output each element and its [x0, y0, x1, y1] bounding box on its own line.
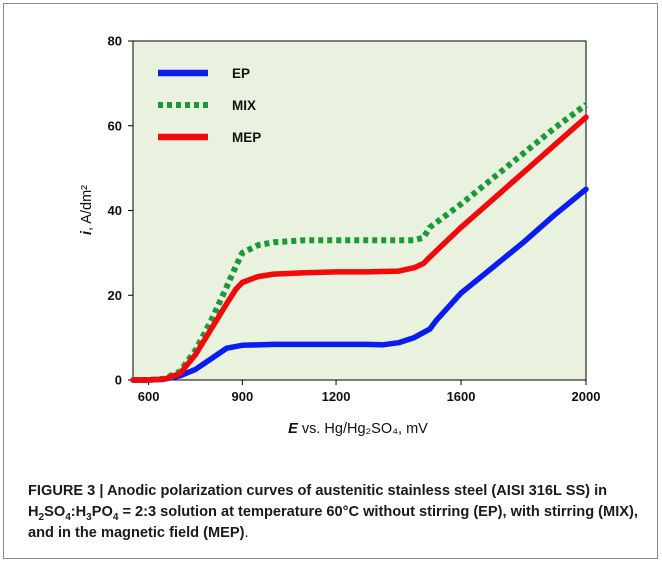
caption-rest: = 2:3 solution at temperature 60°C witho… — [28, 504, 638, 541]
caption-mid-1: SO — [44, 504, 66, 520]
y-tick-label: 0 — [115, 373, 122, 388]
caption-end: . — [244, 525, 249, 541]
x-axis-ticks: 600 900 1200 1600 2000 — [138, 380, 601, 404]
figure-caption: FIGURE 3 | Anodic polarization curves of… — [28, 481, 648, 544]
x-axis-title-symbol: E — [288, 421, 299, 437]
x-tick-label: 900 — [231, 389, 253, 404]
caption-lead: FIGURE 3 | Anodic polarization curves of… — [28, 483, 608, 520]
x-tick-label: 600 — [138, 389, 160, 404]
x-tick-label: 2000 — [572, 389, 601, 404]
x-tick-label: 1600 — [447, 389, 476, 404]
y-axis-ticks: 0 20 40 60 80 — [108, 34, 133, 388]
caption-mid-2: :H — [70, 504, 87, 520]
y-tick-label: 40 — [108, 203, 122, 218]
legend-label-mep: MEP — [232, 130, 261, 145]
y-tick-label: 80 — [108, 34, 122, 49]
y-axis-title-symbol: i — [79, 230, 95, 235]
y-axis-title-unit: , A/dm² — [79, 185, 95, 231]
legend: EP MIX MEP — [158, 66, 261, 145]
caption-sub-1: 2 — [38, 511, 45, 523]
caption-sub-3: 3 — [86, 511, 92, 523]
x-tick-label: 1200 — [322, 389, 351, 404]
figure-frame — [3, 3, 658, 559]
series-layer — [130, 102, 589, 383]
caption-sub-2: 4 — [65, 511, 71, 523]
series-line-mep — [130, 114, 589, 383]
plot-area — [132, 40, 587, 381]
caption-sub-4: 4 — [112, 511, 119, 523]
chart: 0 20 40 60 80 600 900 1200 1600 2000 EP MIX MEP i,… — [79, 34, 601, 438]
legend-label-mix: MIX — [232, 98, 256, 113]
series-line-ep — [130, 186, 589, 383]
y-tick-label: 20 — [108, 288, 122, 303]
caption-mid-3: PO — [91, 504, 113, 520]
legend-label-ep: EP — [232, 66, 250, 81]
x-axis-title: E vs. Hg/Hg₂SO₄, mV — [288, 421, 428, 437]
y-axis-title: i, A/dm² — [79, 185, 95, 235]
x-axis-title-unit: vs. Hg/Hg₂SO₄, mV — [298, 421, 428, 437]
y-tick-label: 60 — [108, 118, 122, 133]
